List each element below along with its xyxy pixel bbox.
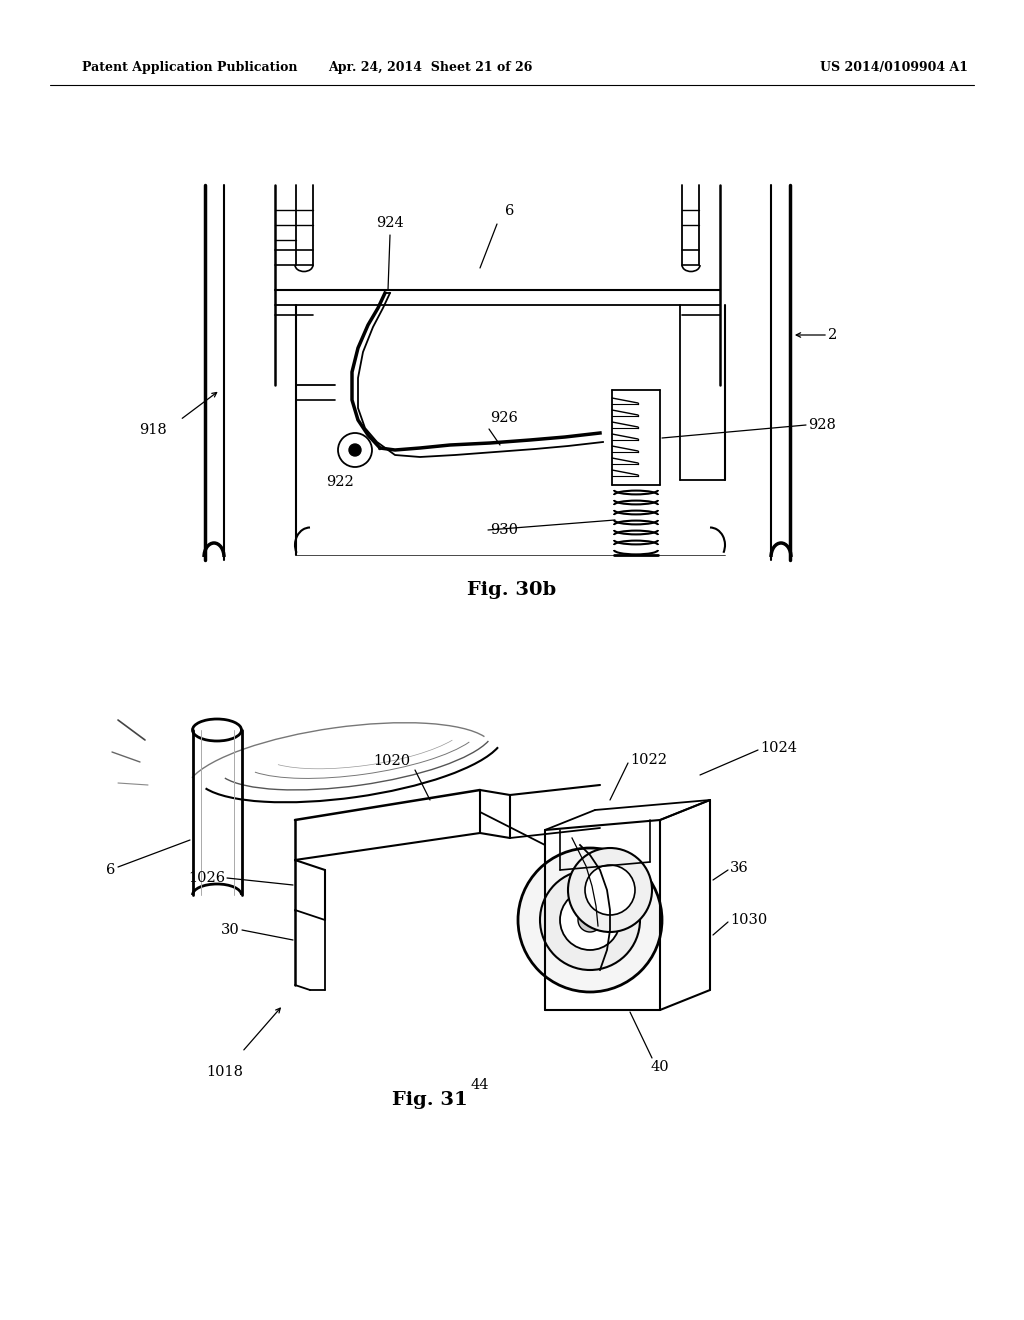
Circle shape [560, 890, 620, 950]
Text: 6: 6 [505, 205, 515, 218]
Circle shape [349, 444, 361, 455]
Text: US 2014/0109904 A1: US 2014/0109904 A1 [820, 62, 968, 74]
Circle shape [540, 870, 640, 970]
Text: 6: 6 [105, 863, 115, 876]
Text: 926: 926 [490, 411, 518, 425]
Text: 1026: 1026 [187, 871, 225, 884]
Text: 1024: 1024 [760, 741, 797, 755]
Circle shape [585, 865, 635, 915]
Text: 2: 2 [828, 327, 838, 342]
Circle shape [578, 908, 602, 932]
Text: 1030: 1030 [730, 913, 767, 927]
Text: 928: 928 [808, 418, 836, 432]
Text: 1022: 1022 [630, 752, 667, 767]
Text: 30: 30 [221, 923, 240, 937]
Circle shape [518, 847, 662, 993]
Text: 924: 924 [376, 216, 403, 230]
Circle shape [338, 433, 372, 467]
Text: 44: 44 [471, 1078, 489, 1092]
Circle shape [568, 847, 652, 932]
Text: 930: 930 [490, 523, 518, 537]
Text: Fig. 30b: Fig. 30b [467, 581, 557, 599]
Text: Apr. 24, 2014  Sheet 21 of 26: Apr. 24, 2014 Sheet 21 of 26 [328, 62, 532, 74]
Text: Fig. 31: Fig. 31 [392, 1092, 468, 1109]
Text: Patent Application Publication: Patent Application Publication [82, 62, 298, 74]
Text: 918: 918 [139, 422, 167, 437]
Text: 1020: 1020 [374, 754, 411, 768]
Text: 40: 40 [650, 1060, 670, 1074]
Text: 1018: 1018 [207, 1065, 244, 1078]
Text: 922: 922 [326, 475, 354, 488]
Text: 36: 36 [730, 861, 749, 875]
